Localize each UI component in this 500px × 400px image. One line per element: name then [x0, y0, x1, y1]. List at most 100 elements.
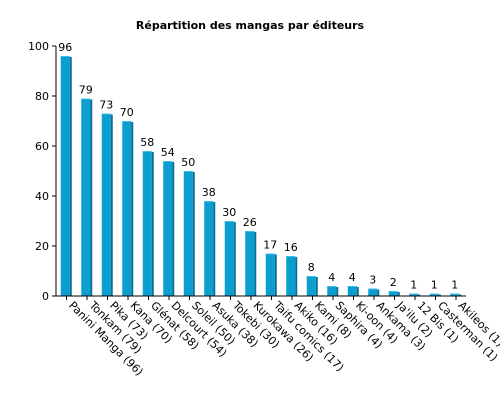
data-label: 3 — [369, 274, 376, 287]
bar-top — [368, 288, 378, 290]
bar-top — [347, 286, 357, 287]
data-label: 54 — [161, 146, 175, 159]
data-label: 17 — [263, 239, 277, 252]
bar-top — [245, 231, 255, 232]
bar-face — [388, 291, 398, 296]
bar-side — [459, 294, 462, 296]
bar-side — [397, 292, 400, 296]
data-label: 38 — [202, 186, 216, 199]
bar — [265, 253, 277, 296]
bar-side — [377, 289, 380, 296]
bar-face — [286, 256, 296, 296]
bar-side — [131, 122, 134, 296]
bar-side — [356, 287, 359, 296]
bar-face — [60, 56, 70, 296]
y-tick-label: 20 — [35, 240, 49, 253]
bar — [60, 56, 72, 296]
bar-face — [265, 253, 275, 296]
bar-top — [224, 221, 234, 222]
data-label: 79 — [79, 84, 93, 97]
bar-face — [245, 231, 255, 296]
bar-face — [101, 113, 111, 296]
bar-top — [81, 98, 91, 100]
bar-face — [327, 286, 337, 296]
data-label: 1 — [431, 279, 438, 292]
bar-face — [429, 293, 439, 296]
data-label: 26 — [243, 216, 257, 229]
bar — [286, 256, 298, 296]
bar-top — [204, 201, 214, 202]
y-tick-label: 60 — [35, 140, 49, 153]
bar — [347, 286, 359, 296]
data-label: 50 — [181, 156, 195, 169]
bar — [163, 161, 175, 296]
bar — [142, 151, 154, 296]
bar-face — [183, 171, 193, 296]
bar-face — [122, 121, 132, 296]
bar-side — [274, 254, 277, 296]
bar-face — [204, 201, 214, 296]
bar-side — [295, 257, 298, 296]
bar-side — [69, 57, 72, 296]
chart-title: Répartition des mangas par éditeurs — [136, 19, 365, 32]
bar — [409, 293, 421, 296]
bar-top — [409, 293, 419, 295]
bar — [450, 293, 462, 296]
bar-side — [254, 232, 257, 296]
y-axis: 0 20 40 60 80 100 — [28, 40, 57, 303]
data-label: 4 — [349, 271, 356, 284]
bar-top — [450, 293, 460, 295]
bar-side — [110, 114, 113, 296]
bar-top — [306, 276, 316, 277]
bar — [224, 221, 236, 296]
bar — [183, 171, 195, 296]
data-label: 1 — [410, 279, 417, 292]
bar — [245, 231, 257, 296]
bar — [388, 291, 400, 296]
bar-top — [60, 56, 70, 57]
bar-face — [81, 98, 91, 296]
bar-face — [368, 288, 378, 296]
bar-top — [183, 171, 193, 172]
bar — [368, 288, 380, 296]
y-tick-label: 80 — [35, 90, 49, 103]
bar-top — [388, 291, 398, 292]
bar-top — [327, 286, 337, 287]
bar — [327, 286, 339, 296]
y-tick-label: 0 — [42, 290, 49, 303]
bar-side — [315, 277, 318, 296]
bar-side — [336, 287, 339, 296]
bar-top — [286, 256, 296, 257]
bar-side — [438, 294, 441, 296]
data-label: 96 — [58, 41, 72, 54]
data-label: 4 — [328, 271, 335, 284]
bar-face — [409, 293, 419, 296]
bar-side — [151, 152, 154, 296]
data-label: 70 — [120, 106, 134, 119]
data-label: 8 — [308, 261, 315, 274]
bar-side — [233, 222, 236, 296]
bar — [101, 113, 113, 296]
bar-top — [122, 121, 132, 122]
bar-side — [213, 202, 216, 296]
bar-side — [192, 172, 195, 296]
data-label: 73 — [99, 99, 113, 112]
bar-face — [163, 161, 173, 296]
bar — [81, 98, 93, 296]
bar — [204, 201, 216, 296]
bar — [122, 121, 134, 296]
bar-face — [142, 151, 152, 296]
x-axis: Panini Manga (96)Tonkam (79)Pika (73)Kan… — [56, 295, 500, 378]
bar-top — [142, 151, 152, 152]
data-label: 30 — [222, 206, 236, 219]
y-tick-label: 40 — [35, 190, 49, 203]
bar-side — [90, 99, 93, 296]
bar-face — [306, 276, 316, 296]
data-label: 16 — [284, 241, 298, 254]
bar-top — [163, 161, 173, 162]
bar-top — [429, 293, 439, 295]
data-label: 1 — [451, 279, 458, 292]
data-label: 58 — [140, 136, 154, 149]
